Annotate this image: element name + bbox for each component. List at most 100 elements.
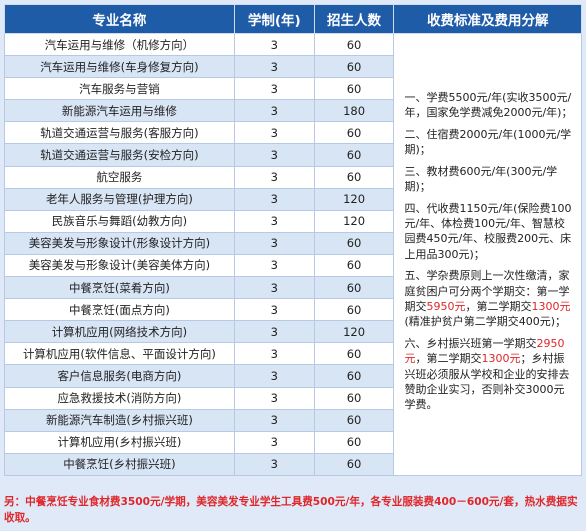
years-cell: 3 — [233, 231, 315, 255]
years-cell: 3 — [233, 408, 315, 432]
major-cell: 老年人服务与管理(护理方向) — [4, 187, 235, 211]
fee-amount-highlight: 5950元 — [426, 299, 466, 313]
major-cell: 中餐烹饪(菜肴方向) — [4, 276, 235, 300]
years-cell: 3 — [233, 320, 315, 344]
major-cell: 汽车服务与营销 — [4, 77, 235, 101]
major-cell: 汽车运用与维修（机修方向） — [4, 32, 235, 57]
fee-item-rural: 六、乡村振兴班第一学期交2950元，第二学期交1300元；乡村振兴班必须服从学校… — [404, 336, 573, 413]
fee-text: ，第二学期交 — [465, 299, 532, 313]
fee-amount-highlight: 1300元 — [481, 352, 521, 366]
quota-cell: 60 — [313, 143, 395, 167]
years-cell: 3 — [233, 99, 315, 123]
major-cell: 航空服务 — [4, 165, 235, 189]
footnote: 另：中餐烹饪专业食材费3500元/学期，美容美发专业学生工具费500元/年，各专… — [4, 494, 582, 526]
fee-item-tuition: 一、学费5500元/年(实收3500元/年，国家免学费减免2000元/年)； — [404, 91, 573, 120]
quota-cell: 120 — [313, 209, 395, 233]
years-cell: 3 — [233, 298, 315, 322]
table-row: 计算机应用(网络技术方向) 3 120 — [4, 320, 582, 344]
header-quota: 招生人数 — [313, 4, 395, 34]
years-cell: 3 — [233, 55, 315, 79]
major-cell: 美容美发与形象设计(美容美体方向) — [4, 253, 235, 278]
quota-cell: 60 — [313, 55, 395, 79]
major-cell: 计算机应用(软件信息、平面设计方向) — [4, 342, 235, 366]
fee-item-dorm: 二、住宿费2000元/年(1000元/学期)； — [404, 127, 572, 157]
table-row: 中餐烹饪(面点方向) 3 60 — [4, 298, 582, 322]
years-cell: 3 — [233, 209, 315, 233]
quota-cell: 60 — [313, 253, 395, 278]
quota-cell: 60 — [313, 408, 395, 432]
header-major: 专业名称 — [4, 4, 235, 34]
quota-cell: 60 — [313, 32, 395, 57]
fee-text: 五、学杂费原则上一次性缴清，家庭贫困户可分两个学期交：第一学期交 — [404, 269, 570, 313]
header-years: 学制(年) — [233, 4, 315, 34]
table-row: 美容美发与形象设计(形象设计方向) 3 60 — [4, 231, 582, 255]
major-cell: 计算机应用(乡村振兴班) — [4, 430, 235, 454]
table-row: 汽车运用与维修(车身修复方向) 3 60 — [4, 55, 582, 79]
fee-amount-highlight: 2950元 — [404, 336, 565, 366]
fee-amount-highlight: 1300元 — [531, 299, 571, 313]
years-cell: 3 — [233, 32, 315, 57]
years-cell: 3 — [233, 342, 315, 366]
fee-breakdown-cell: 一、学费5500元/年(实收3500元/年，国家免学费减免2000元/年)； 二… — [393, 33, 582, 476]
major-cell: 汽车运用与维修(车身修复方向) — [4, 55, 235, 79]
fee-text: 六、乡村振兴班第一学期交 — [404, 336, 537, 350]
table-row: 老年人服务与管理(护理方向) 3 120 — [4, 187, 582, 211]
fee-table-container: 专业名称 学制(年) 招生人数 收费标准及费用分解 汽车运用与维修（机修方向） … — [4, 4, 582, 476]
years-cell: 3 — [233, 276, 315, 300]
quota-cell: 120 — [313, 320, 395, 344]
quota-cell: 60 — [313, 342, 395, 366]
table-header-row: 专业名称 学制(年) 招生人数 收费标准及费用分解 — [4, 4, 582, 34]
enrollment-fee-table: 专业名称 学制(年) 招生人数 收费标准及费用分解 汽车运用与维修（机修方向） … — [4, 4, 582, 476]
fee-text: (精准护贫户第二学期交400元)； — [404, 315, 567, 329]
major-cell: 轨道交通运营与服务(客服方向) — [4, 121, 235, 145]
quota-cell: 60 — [313, 121, 395, 145]
years-cell: 3 — [233, 187, 315, 211]
major-cell: 应急救援技术(消防方向) — [4, 386, 235, 410]
quota-cell: 60 — [313, 77, 395, 101]
fee-item-installment: 五、学杂费原则上一次性缴清，家庭贫困户可分两个学期交：第一学期交5950元，第二… — [404, 268, 573, 330]
major-cell: 轨道交通运营与服务(安检方向) — [4, 143, 235, 167]
major-cell: 新能源汽车运用与维修 — [4, 99, 235, 123]
quota-cell: 60 — [313, 452, 395, 476]
quota-cell: 60 — [313, 231, 395, 255]
table-row: 民族音乐与舞蹈(幼教方向) 3 120 — [4, 209, 582, 233]
major-cell: 新能源汽车制造(乡村振兴班) — [4, 408, 235, 432]
fee-item-textbook: 三、教材费600元/年(300元/学期)； — [404, 164, 558, 194]
table-row: 中餐烹饪(菜肴方向) 3 60 — [4, 276, 582, 300]
fee-text: ，第二学期交 — [415, 352, 482, 366]
quota-cell: 60 — [313, 364, 395, 388]
major-cell: 美容美发与形象设计(形象设计方向) — [4, 231, 235, 255]
years-cell: 3 — [233, 452, 315, 476]
major-cell: 客户信息服务(电商方向) — [4, 364, 235, 388]
years-cell: 3 — [233, 364, 315, 388]
table-row: 轨道交通运营与服务(客服方向) 3 60 — [4, 121, 582, 145]
quota-cell: 60 — [313, 298, 395, 322]
major-cell: 计算机应用(网络技术方向) — [4, 320, 235, 344]
years-cell: 3 — [233, 77, 315, 101]
major-cell: 民族音乐与舞蹈(幼教方向) — [4, 209, 235, 233]
table-row: 汽车服务与营销 3 60 — [4, 77, 582, 101]
years-cell: 3 — [233, 165, 315, 189]
quota-cell: 180 — [313, 99, 395, 123]
fee-item-agency: 四、代收费1150元/年(保险费100元/年、体检费100元/年、智慧校园费45… — [404, 201, 572, 261]
years-cell: 3 — [233, 121, 315, 145]
years-cell: 3 — [233, 253, 315, 278]
major-cell: 中餐烹饪(面点方向) — [4, 298, 235, 322]
major-cell: 中餐烹饪(乡村振兴班) — [4, 452, 235, 476]
table-row: 计算机应用(乡村振兴班) 3 60 — [4, 430, 582, 454]
quota-cell: 60 — [313, 165, 395, 189]
fee-text: ；乡村振兴班必须服从学校和企业的安排去赞助企业实习，否则补交3000元学费。 — [404, 352, 570, 412]
quota-cell: 120 — [313, 187, 395, 211]
quota-cell: 60 — [313, 386, 395, 410]
header-fees: 收费标准及费用分解 — [393, 4, 582, 34]
table-row: 新能源汽车运用与维修 3 180 — [4, 99, 582, 123]
years-cell: 3 — [233, 430, 315, 454]
table-row: 汽车运用与维修（机修方向） 3 60 一、学费5500元/年(实收3500元/年… — [4, 32, 582, 476]
table-row: 中餐烹饪(乡村振兴班) 3 60 — [4, 452, 582, 476]
table-row: 轨道交通运营与服务(安检方向) 3 60 — [4, 143, 582, 167]
table-row: 航空服务 3 60 — [4, 165, 582, 189]
years-cell: 3 — [233, 386, 315, 410]
quota-cell: 60 — [313, 430, 395, 454]
table-row: 新能源汽车制造(乡村振兴班) 3 60 — [4, 408, 582, 432]
quota-cell: 60 — [313, 276, 395, 300]
